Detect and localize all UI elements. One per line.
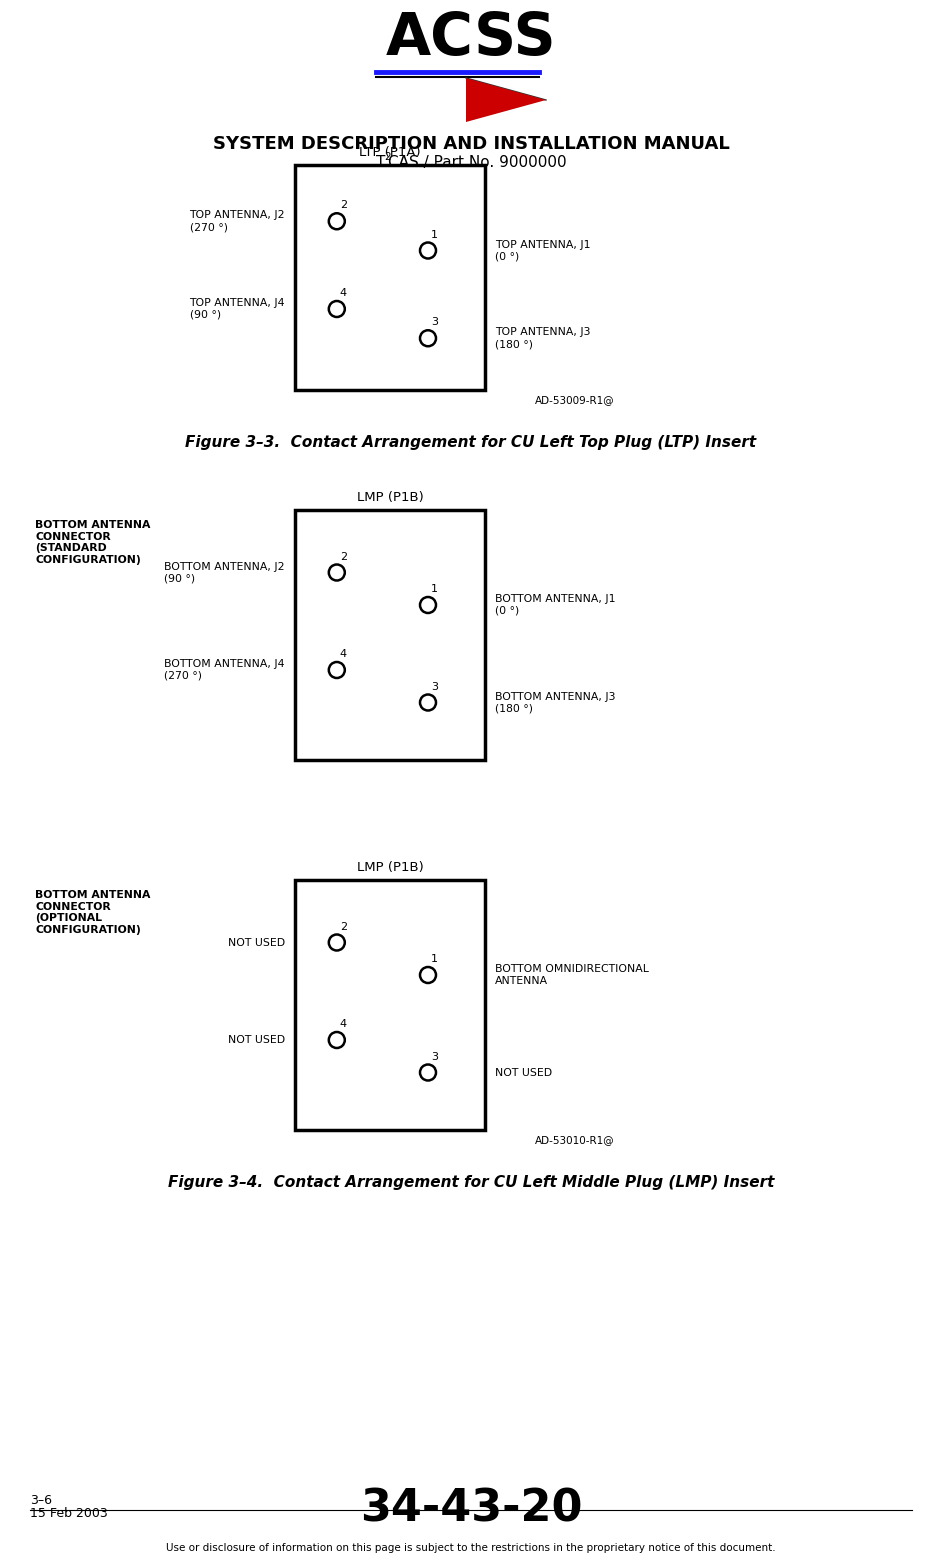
Text: 34-43-20: 34-43-20: [360, 1488, 582, 1531]
Text: CAS / Part No. 9000000: CAS / Part No. 9000000: [388, 156, 567, 170]
Text: TOP ANTENNA, J3
(180 °): TOP ANTENNA, J3 (180 °): [495, 327, 591, 349]
Text: NOT USED: NOT USED: [228, 1035, 285, 1046]
Text: 2: 2: [340, 201, 347, 210]
Text: 1: 1: [431, 954, 438, 965]
Text: T: T: [376, 156, 385, 170]
Text: TOP ANTENNA, J4
(90 °): TOP ANTENNA, J4 (90 °): [189, 299, 285, 321]
Text: 4: 4: [340, 1019, 347, 1029]
Text: 3–6: 3–6: [30, 1494, 52, 1508]
Bar: [295, 510, 485, 759]
Text: 3: 3: [431, 1052, 438, 1061]
Text: NOT USED: NOT USED: [228, 938, 285, 948]
Text: SYSTEM DESCRIPTION AND INSTALLATION MANUAL: SYSTEM DESCRIPTION AND INSTALLATION MANU…: [213, 135, 729, 152]
Bar: [295, 165, 485, 391]
Text: LMP (P1B): LMP (P1B): [357, 492, 423, 504]
Text: BOTTOM ANTENNA
CONNECTOR
(OPTIONAL
CONFIGURATION): BOTTOM ANTENNA CONNECTOR (OPTIONAL CONFI…: [35, 890, 151, 935]
Text: AD-53009-R1@: AD-53009-R1@: [535, 395, 615, 405]
Text: BOTTOM ANTENNA, J2
(90 °): BOTTOM ANTENNA, J2 (90 °): [165, 562, 285, 584]
Text: BOTTOM ANTENNA, J3
(180 °): BOTTOM ANTENNA, J3 (180 °): [495, 692, 615, 713]
Text: AD-53010-R1@: AD-53010-R1@: [535, 1134, 615, 1145]
Text: 3: 3: [431, 682, 438, 691]
Text: 3: 3: [431, 317, 438, 327]
Polygon shape: [466, 78, 546, 121]
Text: Figure 3–4.  Contact Arrangement for CU Left Middle Plug (LMP) Insert: Figure 3–4. Contact Arrangement for CU L…: [168, 1175, 774, 1190]
Text: BOTTOM OMNIDIRECTIONAL
ANTENNA: BOTTOM OMNIDIRECTIONAL ANTENNA: [495, 965, 649, 987]
Text: Use or disclosure of information on this page is subject to the restrictions in : Use or disclosure of information on this…: [166, 1544, 776, 1553]
Text: 2: 2: [384, 152, 391, 162]
Text: 1: 1: [431, 584, 438, 594]
Text: TOP ANTENNA, J1
(0 °): TOP ANTENNA, J1 (0 °): [495, 240, 591, 261]
Text: LTP (P1A): LTP (P1A): [359, 146, 421, 159]
Text: TOP ANTENNA, J2
(270 °): TOP ANTENNA, J2 (270 °): [189, 210, 285, 232]
Text: BOTTOM ANTENNA
CONNECTOR
(STANDARD
CONFIGURATION): BOTTOM ANTENNA CONNECTOR (STANDARD CONFI…: [35, 520, 151, 565]
Text: BOTTOM ANTENNA, J4
(270 °): BOTTOM ANTENNA, J4 (270 °): [165, 660, 285, 682]
Text: ACSS: ACSS: [385, 9, 557, 67]
Text: 4: 4: [340, 649, 347, 660]
Text: 15 Feb 2003: 15 Feb 2003: [30, 1508, 107, 1520]
Text: Figure 3–3.  Contact Arrangement for CU Left Top Plug (LTP) Insert: Figure 3–3. Contact Arrangement for CU L…: [186, 436, 756, 450]
Text: LMP (P1B): LMP (P1B): [357, 860, 423, 874]
Bar: [295, 881, 485, 1130]
Text: 2: 2: [340, 551, 347, 562]
Text: 2: 2: [340, 921, 347, 932]
Text: 4: 4: [340, 288, 347, 299]
Text: BOTTOM ANTENNA, J1
(0 °): BOTTOM ANTENNA, J1 (0 °): [495, 594, 615, 616]
Text: 1: 1: [431, 229, 438, 240]
Text: NOT USED: NOT USED: [495, 1067, 552, 1077]
